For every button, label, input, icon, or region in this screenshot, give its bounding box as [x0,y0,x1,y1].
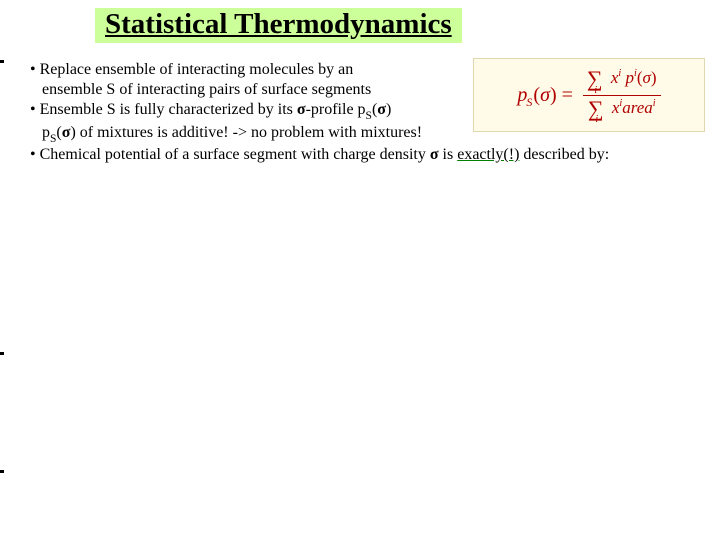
bullet-block: • Replace ensemble of interacting molecu… [30,60,470,165]
b3-b: is [439,146,458,163]
num-sum-sym: ∑ [587,69,603,89]
den-sum-sym: ∑ [588,99,604,119]
b2b-rest: ) of mixtures is additive! -> no problem… [70,124,422,141]
title-text: Statistical Thermodynamics [105,8,452,40]
b2-sub: S [366,110,372,122]
edge-mark-1 [0,60,4,63]
num-x-sup: i [618,68,621,79]
b2b-p: p [42,124,50,141]
edge-mark-3 [0,470,4,473]
edge-mark-2 [0,352,4,355]
b3-exact: exactly(!) [457,146,519,163]
den-area: area [622,98,653,117]
den-x-sup: i [619,98,622,109]
bullet-3: • Chemical potential of a surface segmen… [30,145,690,165]
frac-numerator: ∑ i xi pi(σ) [583,66,661,95]
b2b-sub: S [50,133,56,145]
formula-lhs: pS(σ) = [517,84,573,107]
b3-sigma: σ [430,146,439,163]
formula-box: pS(σ) = ∑ i xi pi(σ) ∑ i xiareai [473,58,705,132]
den-area-sup: i [653,98,656,109]
den-sum: ∑ i [588,96,606,125]
b2-sigma: σ [297,101,306,118]
frac-denominator: ∑ i xiareai [584,96,660,125]
bullet-1-line1: • Replace ensemble of interacting molecu… [30,60,470,80]
num-p-sup: i [634,68,637,79]
f-sub: S [526,95,532,109]
b2-paren-close: ) [386,101,391,118]
f-close: ) [550,84,557,106]
left-edge-marks [0,0,4,540]
page-title: Statistical Thermodynamics [95,8,462,43]
bullet-1-line2: ensemble S of interacting pairs of surfa… [30,80,470,100]
b2-text-a: • Ensemble S is fully characterized by i… [30,101,297,118]
num-sum: ∑ i [587,66,605,95]
formula-fraction: ∑ i xi pi(σ) ∑ i xiareai [583,66,661,125]
b2-sigma2: σ [377,101,386,118]
f-sigma: σ [540,84,550,106]
b3-c: described by: [519,146,609,163]
b3-a: • Chemical potential of a surface segmen… [30,146,430,163]
num-close: ) [651,68,657,87]
num-p: p [626,68,635,87]
f-eq: = [557,84,573,106]
num-sigma: σ [643,68,651,87]
b2-text-b: -profile p [306,101,366,118]
